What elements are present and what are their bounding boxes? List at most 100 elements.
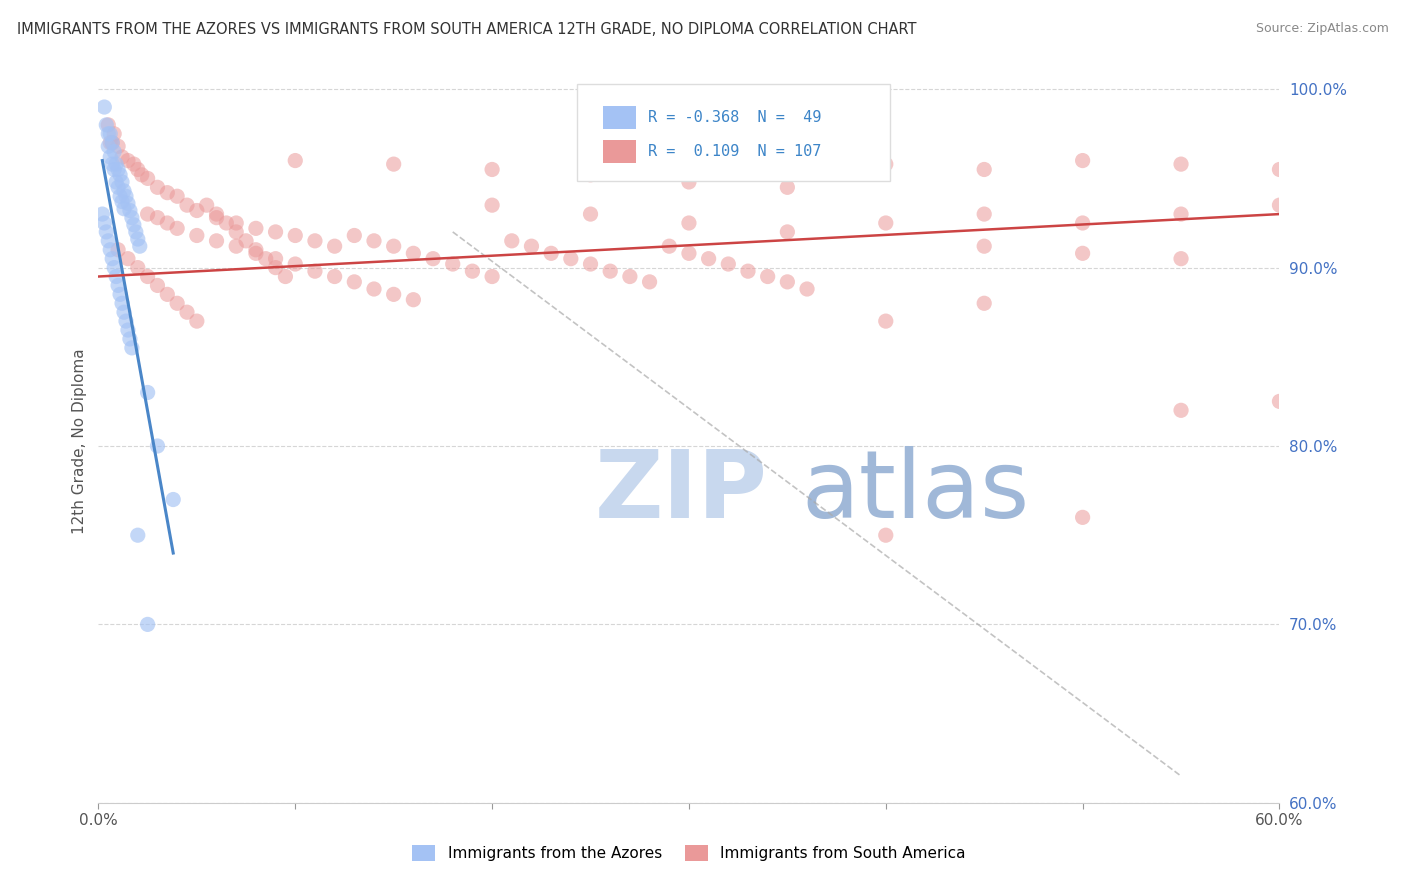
Point (254, 252, 277, 266)
Point (108, 189, 131, 203)
Point (323, 269, 346, 284)
Point (599, 264, 621, 278)
Point (205, 234, 228, 248)
Point (796, 282, 818, 296)
Point (1268, 394, 1291, 409)
Point (108, 287, 131, 301)
Point (111, 296, 134, 310)
Point (875, 216, 897, 230)
Point (105, 269, 128, 284)
Text: R =  0.109  N = 107: R = 0.109 N = 107 (648, 145, 821, 160)
Point (101, 136, 124, 150)
Point (108, 168, 131, 182)
Point (245, 221, 267, 235)
Point (98, 150, 121, 164)
Point (697, 252, 720, 266)
Point (579, 207, 602, 221)
Point (402, 246, 425, 260)
FancyBboxPatch shape (603, 140, 636, 163)
Point (111, 194, 134, 209)
Point (1170, 207, 1192, 221)
Point (343, 275, 366, 289)
Point (127, 260, 149, 275)
Point (323, 239, 346, 253)
Point (136, 385, 159, 400)
Point (93, 100, 115, 114)
Point (103, 260, 125, 275)
Point (117, 323, 139, 337)
Point (638, 275, 661, 289)
Y-axis label: 12th Grade, No Diploma: 12th Grade, No Diploma (72, 349, 87, 534)
Point (658, 239, 681, 253)
Point (363, 282, 385, 296)
Point (112, 202, 135, 216)
Point (176, 198, 198, 212)
Point (136, 171, 159, 186)
Point (121, 211, 143, 225)
Point (501, 234, 523, 248)
Point (122, 157, 145, 171)
Text: Source: ZipAtlas.com: Source: ZipAtlas.com (1256, 22, 1389, 36)
Point (520, 239, 543, 253)
Point (619, 269, 641, 284)
Point (112, 305, 135, 319)
Point (146, 278, 169, 293)
Point (186, 228, 208, 243)
Point (1071, 510, 1094, 524)
Point (1071, 216, 1094, 230)
Point (205, 211, 228, 225)
Point (136, 207, 159, 221)
Point (166, 296, 188, 310)
Point (156, 287, 179, 301)
Point (284, 153, 307, 168)
Point (540, 246, 562, 260)
Point (136, 617, 159, 632)
Point (235, 234, 257, 248)
Point (98, 243, 121, 257)
Point (156, 216, 179, 230)
Point (91, 207, 114, 221)
Point (96, 118, 118, 132)
Point (481, 198, 503, 212)
Point (136, 269, 159, 284)
Point (776, 275, 799, 289)
Point (101, 157, 124, 171)
Point (105, 175, 128, 189)
Point (127, 232, 149, 246)
Point (225, 216, 247, 230)
Point (875, 528, 897, 542)
Point (121, 341, 143, 355)
Point (1268, 198, 1291, 212)
Text: ZIP: ZIP (595, 446, 768, 538)
Point (146, 439, 169, 453)
Point (115, 314, 138, 328)
Point (579, 168, 602, 182)
Point (186, 314, 208, 328)
Point (481, 269, 503, 284)
Legend: Immigrants from the Azores, Immigrants from South America: Immigrants from the Azores, Immigrants f… (406, 839, 972, 867)
FancyBboxPatch shape (576, 84, 890, 181)
Point (103, 162, 125, 177)
Point (560, 252, 582, 266)
Point (146, 211, 169, 225)
Point (1268, 162, 1291, 177)
Text: atlas: atlas (801, 446, 1029, 538)
Point (117, 196, 139, 211)
Point (225, 239, 247, 253)
FancyBboxPatch shape (603, 105, 636, 128)
Point (422, 252, 444, 266)
Point (343, 228, 366, 243)
Point (875, 314, 897, 328)
Point (115, 189, 138, 203)
Point (166, 189, 188, 203)
Point (146, 180, 169, 194)
Point (112, 184, 135, 198)
Point (284, 257, 307, 271)
Point (973, 162, 995, 177)
Point (245, 246, 267, 260)
Point (245, 243, 267, 257)
Point (1071, 153, 1094, 168)
Point (186, 203, 208, 218)
Point (382, 239, 405, 253)
Point (107, 139, 129, 153)
